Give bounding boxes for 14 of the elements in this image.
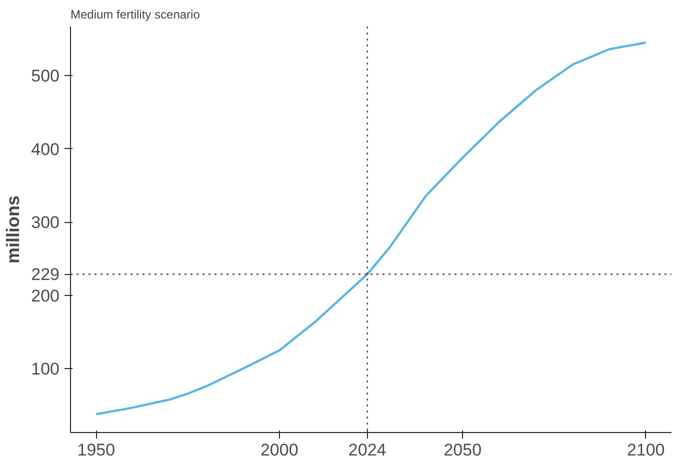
x-tick-label: 2050 xyxy=(444,440,482,458)
y-tick-label: 200 xyxy=(31,286,60,306)
y-tick-label: 500 xyxy=(31,66,60,86)
x-tick-label: 2000 xyxy=(260,440,298,458)
y-tick-label: 400 xyxy=(31,140,60,159)
x-tick-label: 2024 xyxy=(348,440,386,458)
y-axis-title: millions xyxy=(3,195,24,264)
y-tick-label: 300 xyxy=(31,213,60,232)
y-tick-label: 229 xyxy=(31,265,60,284)
line-series xyxy=(95,42,647,416)
x-tick-label: 2100 xyxy=(626,440,665,458)
y-tick-label: 100 xyxy=(31,360,60,379)
x-tick-label: 1950 xyxy=(77,440,116,458)
chart-title: Medium fertility scenario xyxy=(70,8,200,22)
